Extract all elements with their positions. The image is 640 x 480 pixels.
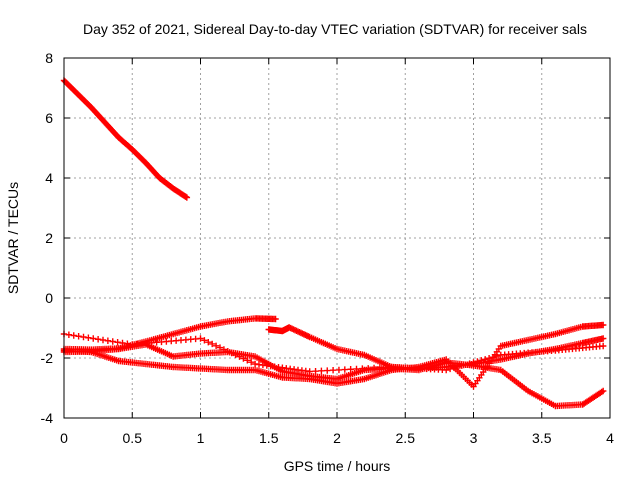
data-point xyxy=(376,364,384,371)
data-point xyxy=(306,368,313,375)
data-point xyxy=(485,355,493,362)
plot-frame xyxy=(63,57,611,419)
data-point xyxy=(119,339,126,347)
grid xyxy=(64,58,610,418)
data-point xyxy=(443,366,450,374)
data-point xyxy=(478,357,485,364)
data-point xyxy=(312,367,319,375)
data-point xyxy=(201,337,208,344)
data-point xyxy=(197,335,204,342)
data-point xyxy=(183,194,191,201)
series-track-6 xyxy=(60,330,607,375)
data-point xyxy=(75,333,82,340)
data-point xyxy=(240,355,247,362)
data-point xyxy=(474,358,481,365)
data-point xyxy=(109,338,116,345)
y-tick-label: -2 xyxy=(41,350,54,366)
data-point xyxy=(599,321,607,329)
x-tick-label: 4 xyxy=(606,430,614,446)
x-tick-label: 3 xyxy=(470,430,478,446)
data-point xyxy=(205,338,212,346)
data-point xyxy=(236,353,243,360)
data-point xyxy=(347,366,354,373)
chart-title: Day 352 of 2021, Sidereal Day-to-day VTE… xyxy=(83,21,587,37)
data-point xyxy=(85,334,92,341)
y-axis-label: SDTVAR / TECUs xyxy=(5,182,21,294)
data-point xyxy=(382,364,389,371)
data-point xyxy=(272,315,279,323)
data-point xyxy=(493,352,501,360)
series-track-2 xyxy=(60,315,279,353)
data-point xyxy=(228,349,235,357)
data-point xyxy=(446,365,454,373)
data-point xyxy=(599,342,607,350)
data-point xyxy=(599,387,607,395)
data-point xyxy=(212,342,220,349)
data-point xyxy=(220,346,228,353)
x-axis-label: GPS time / hours xyxy=(284,458,391,474)
data-point xyxy=(482,356,489,363)
series-track-1 xyxy=(60,77,191,201)
y-tick-label: 6 xyxy=(45,110,53,126)
data-point xyxy=(224,348,231,355)
data-point xyxy=(209,340,216,348)
data-point xyxy=(248,358,255,366)
data-point xyxy=(70,332,77,339)
data-point xyxy=(80,333,87,341)
data-point xyxy=(462,361,469,368)
data-point xyxy=(450,364,458,372)
x-tick-label: 3.5 xyxy=(532,430,552,446)
data-point xyxy=(324,367,331,374)
x-tick-labels: 0 0.5 1 1.5 2 2.5 3 3.5 4 xyxy=(60,430,614,446)
data-point xyxy=(458,362,465,369)
data-point xyxy=(104,337,112,344)
data-point xyxy=(359,365,366,372)
data-point xyxy=(466,360,473,367)
data-series xyxy=(60,77,607,410)
data-point xyxy=(318,367,325,375)
data-point xyxy=(99,336,107,344)
x-tick-label: 1.5 xyxy=(259,430,279,446)
x-tick-label: 2 xyxy=(333,430,341,446)
data-point xyxy=(470,359,477,366)
data-point xyxy=(329,367,337,374)
x-tick-label: 0 xyxy=(60,430,68,446)
data-point xyxy=(341,366,348,373)
y-tick-labels: -4 -2 0 2 4 6 8 xyxy=(41,50,54,426)
x-tick-label: 2.5 xyxy=(396,430,416,446)
data-point xyxy=(353,365,360,373)
data-point xyxy=(216,344,224,351)
x-tick-label: 1 xyxy=(197,430,205,446)
data-point xyxy=(365,365,372,372)
y-tick-label: 2 xyxy=(45,230,53,246)
data-point xyxy=(454,363,462,370)
data-point xyxy=(65,331,73,338)
y-tick-label: 8 xyxy=(45,50,53,66)
data-point xyxy=(90,335,97,342)
y-tick-label: -4 xyxy=(41,410,54,426)
series-track-5 xyxy=(60,321,607,390)
data-point xyxy=(599,335,607,342)
data-point xyxy=(232,351,239,359)
data-point xyxy=(114,339,121,346)
y-tick-label: 0 xyxy=(45,290,53,306)
x-tick-label: 0.5 xyxy=(123,430,143,446)
data-point xyxy=(370,364,378,372)
data-point xyxy=(244,357,251,364)
data-point xyxy=(335,366,343,374)
data-point xyxy=(489,353,497,361)
data-point xyxy=(124,340,131,347)
y-tick-label: 4 xyxy=(45,170,53,186)
data-point xyxy=(94,336,102,343)
